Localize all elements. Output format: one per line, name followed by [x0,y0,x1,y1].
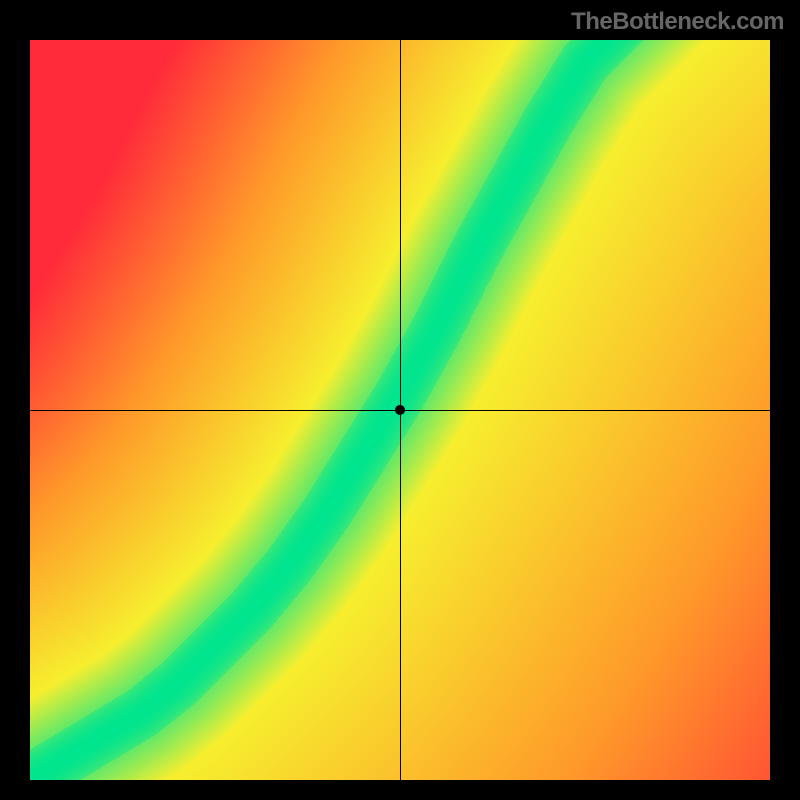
heatmap-canvas [30,40,770,780]
chart-container: TheBottleneck.com [0,0,800,800]
watermark-label: TheBottleneck.com [571,8,784,36]
